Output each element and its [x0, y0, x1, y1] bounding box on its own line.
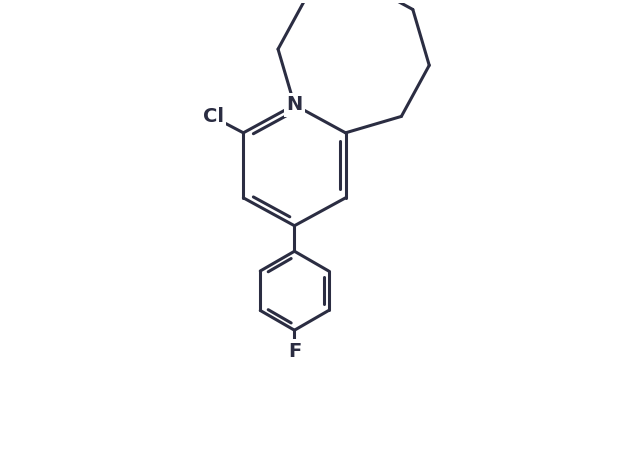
Text: N: N — [286, 95, 303, 115]
Text: Cl: Cl — [203, 107, 223, 126]
Text: F: F — [288, 342, 301, 360]
